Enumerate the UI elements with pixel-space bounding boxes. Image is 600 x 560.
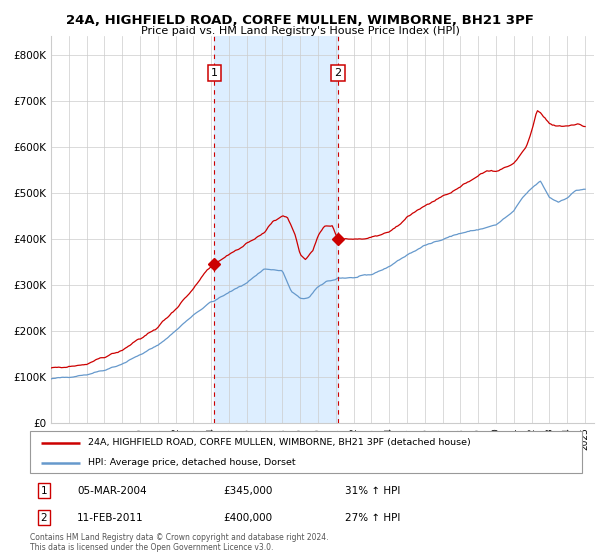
Text: 24A, HIGHFIELD ROAD, CORFE MULLEN, WIMBORNE, BH21 3PF: 24A, HIGHFIELD ROAD, CORFE MULLEN, WIMBO… [66, 14, 534, 27]
Text: £400,000: £400,000 [223, 513, 272, 523]
Text: 11-FEB-2011: 11-FEB-2011 [77, 513, 143, 523]
FancyBboxPatch shape [30, 431, 582, 473]
Text: Price paid vs. HM Land Registry's House Price Index (HPI): Price paid vs. HM Land Registry's House … [140, 26, 460, 36]
Text: 27% ↑ HPI: 27% ↑ HPI [344, 513, 400, 523]
Text: 2: 2 [40, 513, 47, 523]
Text: Contains HM Land Registry data © Crown copyright and database right 2024.: Contains HM Land Registry data © Crown c… [30, 533, 329, 542]
Text: This data is licensed under the Open Government Licence v3.0.: This data is licensed under the Open Gov… [30, 543, 274, 552]
Text: HPI: Average price, detached house, Dorset: HPI: Average price, detached house, Dors… [88, 458, 296, 467]
Text: 1: 1 [40, 486, 47, 496]
Text: 05-MAR-2004: 05-MAR-2004 [77, 486, 146, 496]
Text: £345,000: £345,000 [223, 486, 272, 496]
Bar [214, 36, 338, 423]
Text: 31% ↑ HPI: 31% ↑ HPI [344, 486, 400, 496]
Text: 2: 2 [334, 68, 341, 78]
Text: 24A, HIGHFIELD ROAD, CORFE MULLEN, WIMBORNE, BH21 3PF (detached house): 24A, HIGHFIELD ROAD, CORFE MULLEN, WIMBO… [88, 438, 471, 447]
Text: 1: 1 [211, 68, 218, 78]
